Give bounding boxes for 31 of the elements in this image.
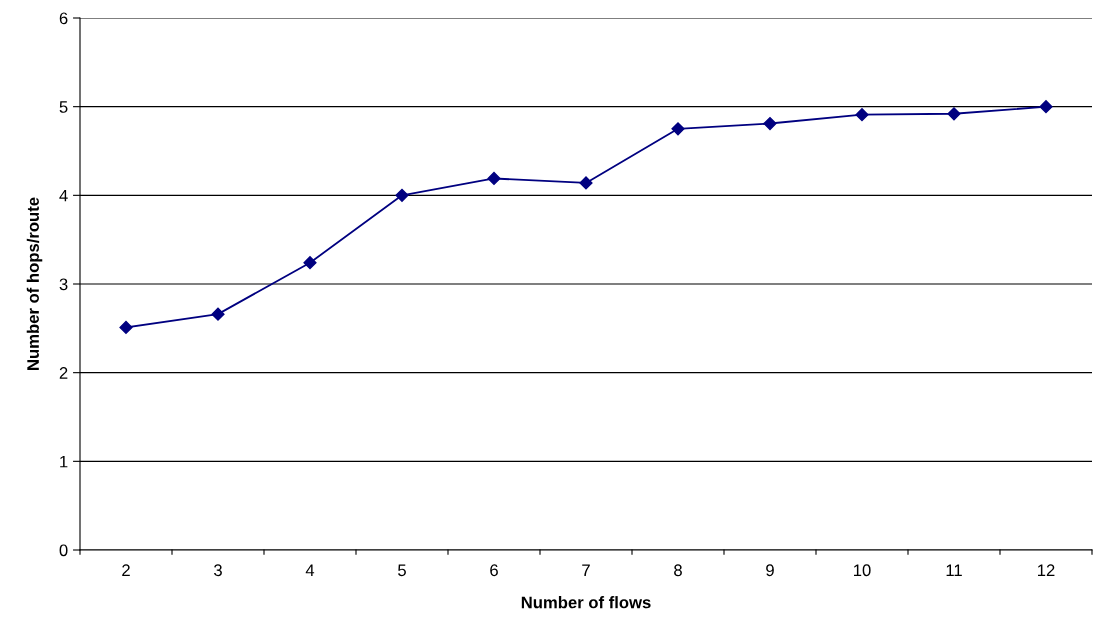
x-tick-label: 3 bbox=[214, 564, 222, 577]
point bbox=[763, 116, 777, 131]
point bbox=[579, 176, 593, 190]
y-tick-label: 2 bbox=[59, 367, 68, 379]
x-tick-label: 11 bbox=[946, 564, 962, 576]
x-tick-label: 7 bbox=[582, 564, 590, 576]
y-tick-label: 1 bbox=[60, 455, 68, 468]
y-tick-label: 0 bbox=[59, 544, 68, 557]
y-axis-title: Number of hops/route bbox=[26, 197, 43, 370]
y-tick-label: 3 bbox=[59, 278, 68, 291]
point bbox=[303, 256, 317, 270]
point bbox=[119, 320, 133, 335]
point bbox=[671, 122, 685, 136]
y-tick-label: 4 bbox=[59, 189, 68, 202]
point bbox=[211, 307, 225, 321]
point bbox=[487, 171, 501, 186]
point bbox=[855, 108, 869, 122]
x-tick-label: 4 bbox=[305, 564, 315, 576]
x-tick-label: 5 bbox=[398, 564, 406, 577]
y-tick-label: 6 bbox=[59, 12, 68, 25]
x-tick-label: 6 bbox=[490, 564, 498, 577]
x-tick-label: 9 bbox=[766, 564, 774, 577]
point bbox=[1039, 100, 1053, 114]
x-tick-label: 10 bbox=[854, 564, 871, 577]
x-tick-label: 12 bbox=[1038, 564, 1055, 576]
point bbox=[947, 107, 961, 121]
point bbox=[395, 188, 409, 202]
y-tick-label: 5 bbox=[59, 101, 68, 113]
x-tick-label: 8 bbox=[674, 564, 682, 577]
x-tick-label: 2 bbox=[122, 564, 130, 576]
x-axis-title: Number of flows bbox=[521, 596, 651, 609]
